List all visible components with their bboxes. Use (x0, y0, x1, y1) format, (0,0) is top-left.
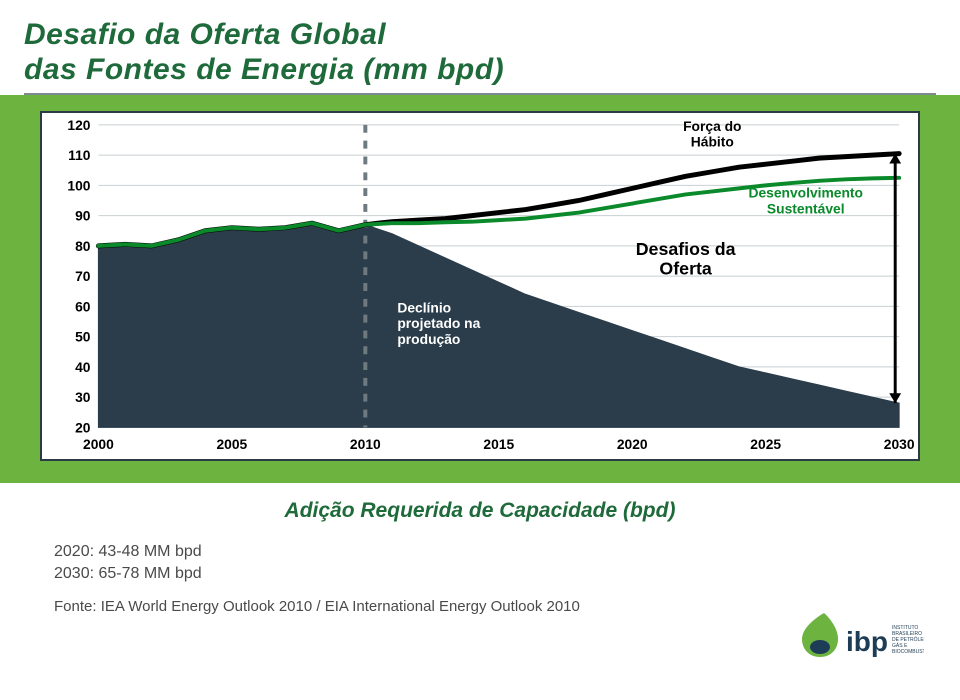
chart-svg: 2030405060708090100110120200020052010201… (42, 113, 918, 459)
svg-text:60: 60 (75, 298, 91, 314)
svg-text:2000: 2000 (83, 436, 114, 452)
svg-text:2020: 2020 (617, 436, 648, 452)
svg-text:Hábito: Hábito (691, 134, 734, 150)
svg-text:GÁS E: GÁS E (892, 642, 908, 649)
svg-text:Sustentável: Sustentável (767, 200, 845, 216)
svg-text:Desenvolvimento: Desenvolvimento (748, 184, 863, 200)
stat-2030: 2030: 65-78 MM bpd (54, 563, 960, 585)
svg-text:ibp: ibp (846, 626, 888, 657)
title-line-1: Desafio da Oferta Global (24, 18, 386, 51)
svg-text:BIOCOMBUSTÍVEIS: BIOCOMBUSTÍVEIS (892, 648, 924, 655)
ibp-logo: ibp INSTITUTO BRASILEIRO DE PETRÓLEO, GÁ… (794, 607, 924, 670)
svg-text:DE PETRÓLEO,: DE PETRÓLEO, (892, 636, 924, 643)
page-title: Desafio da Oferta Global das Fontes de E… (24, 18, 960, 87)
chart-subtitle: Adição Requerida de Capacidade (bpd) (0, 483, 960, 531)
svg-text:2025: 2025 (750, 436, 781, 452)
svg-text:20: 20 (75, 419, 91, 435)
svg-text:Força do: Força do (683, 118, 741, 134)
svg-text:Declínio: Declínio (397, 299, 451, 315)
chart-card: 2030405060708090100110120200020052010201… (40, 111, 920, 461)
svg-text:120: 120 (67, 117, 90, 133)
svg-text:80: 80 (75, 238, 91, 254)
stats-block: 2020: 43-48 MM bpd 2030: 65-78 MM bpd (0, 531, 960, 584)
svg-text:Desafios da: Desafios da (636, 239, 736, 259)
title-block: Desafio da Oferta Global das Fontes de E… (0, 0, 960, 93)
svg-text:110: 110 (68, 147, 91, 163)
svg-text:100: 100 (67, 177, 90, 193)
svg-text:2030: 2030 (884, 436, 915, 452)
svg-text:50: 50 (75, 329, 91, 345)
stat-2020: 2020: 43-48 MM bpd (54, 541, 960, 563)
svg-text:2010: 2010 (350, 436, 381, 452)
title-line-2: das Fontes de Energia (mm bpd) (24, 53, 504, 86)
page: Desafio da Oferta Global das Fontes de E… (0, 0, 960, 700)
svg-text:70: 70 (75, 268, 91, 284)
svg-text:projetado na: projetado na (397, 315, 480, 331)
svg-text:30: 30 (75, 389, 91, 405)
svg-text:2015: 2015 (483, 436, 514, 452)
svg-text:produção: produção (397, 331, 460, 347)
svg-text:Oferta: Oferta (659, 259, 711, 279)
svg-text:90: 90 (75, 208, 91, 224)
svg-text:2005: 2005 (216, 436, 247, 452)
svg-text:40: 40 (75, 359, 91, 375)
green-band: 2030405060708090100110120200020052010201… (0, 95, 960, 483)
